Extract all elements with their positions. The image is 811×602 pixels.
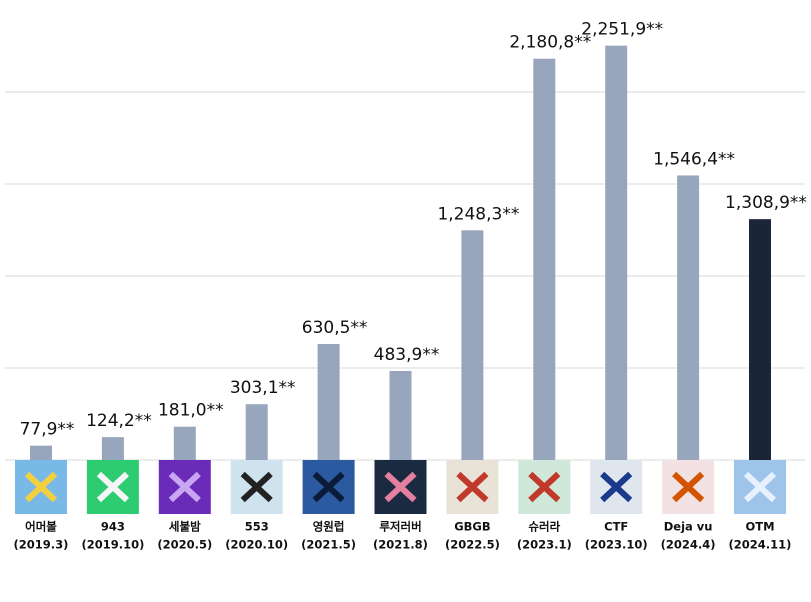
album-art [600,471,633,503]
album-art [672,471,705,503]
value-label: 77,9** [20,420,75,440]
x-tick-label: 세불밤 [169,520,201,534]
album-art [168,471,201,503]
bar [101,437,124,460]
album-art [384,471,417,503]
value-label: 2,180,8** [509,33,591,53]
x-tick-label: 어머볼 [25,520,57,534]
bar [461,230,484,460]
x-tick-date: (2021.5) [301,538,356,552]
x-tick-date: (2019.10) [81,538,144,552]
x-tick-label: 943 [101,520,125,534]
x-tick-label: 553 [245,520,269,534]
bar [317,343,340,460]
value-label: 124,2** [86,411,152,431]
value-label: 2,251,9** [581,20,663,40]
bar [173,426,196,460]
bar [30,445,52,460]
x-tick-label: 루저러버 [379,520,421,534]
bar [677,175,700,460]
album-art [312,471,345,503]
album-art [96,471,129,503]
value-label: 630,5** [302,318,368,338]
x-tick-date: (2020.5) [157,538,212,552]
x-tick-label: Deja vu [664,520,713,534]
album-art [528,471,561,503]
x-tick-date: (2024.4) [661,538,716,552]
x-tick-date: (2021.8) [373,538,428,552]
x-tick-date: (2019.3) [14,538,69,552]
bar [389,370,412,460]
x-tick-label: 슈러라 [528,520,560,534]
x-tick-label: CTF [604,520,628,534]
x-tick-label: 영원럽 [313,520,345,534]
value-label: 483,9** [374,345,440,365]
x-tick-date: (2023.10) [585,538,648,552]
bar [533,58,556,461]
album-art [743,471,777,503]
value-label: 303,1** [230,378,296,398]
value-label: 1,308,9** [725,193,807,213]
album-art [240,471,273,503]
album-art [456,471,489,503]
bar [605,45,628,461]
x-tick-date: (2022.5) [445,538,500,552]
x-tick-label: OTM [745,520,774,534]
x-tick-date: (2024.11) [729,538,792,552]
album-art [24,471,58,503]
value-label: 1,546,4** [653,149,735,169]
value-label: 181,0** [158,401,224,421]
x-tick-date: (2020.10) [225,538,288,552]
bar [245,404,268,460]
value-label: 1,248,3** [437,204,519,224]
bar [749,219,771,460]
x-tick-date: (2023.1) [517,538,572,552]
x-tick-label: GBGB [454,520,490,534]
